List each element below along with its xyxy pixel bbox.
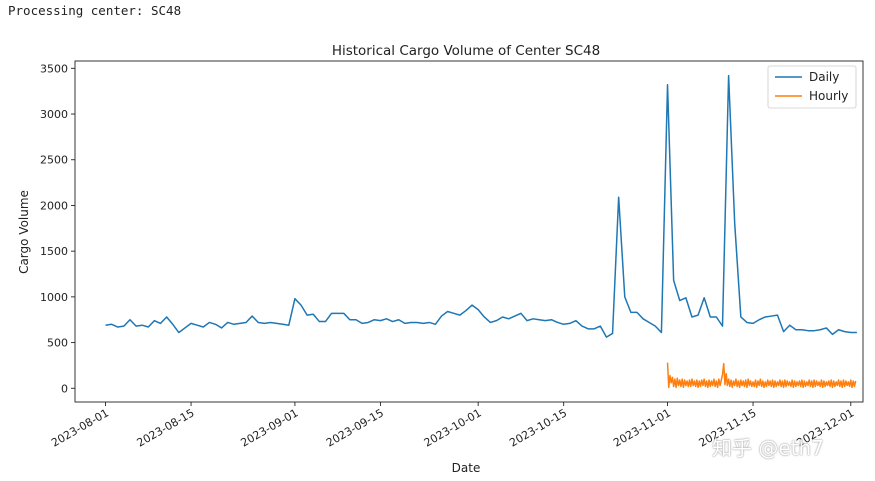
series-layer bbox=[105, 74, 857, 389]
x-tick-label: 2023-10-01 bbox=[422, 406, 484, 449]
y-axis-label: Cargo Volume bbox=[17, 190, 31, 274]
legend-hourly-label: Hourly bbox=[809, 89, 848, 103]
y-tick-label: 1000 bbox=[40, 291, 68, 304]
series-line-daily bbox=[105, 74, 857, 338]
legend-daily-label: Daily bbox=[809, 70, 839, 84]
x-tick-label: 2023-08-15 bbox=[135, 406, 197, 449]
legend: Daily Hourly bbox=[767, 65, 857, 109]
x-tick-label: 2023-11-01 bbox=[611, 406, 673, 449]
y-tick-label: 3000 bbox=[40, 108, 68, 121]
x-tick-label: 2023-09-15 bbox=[324, 406, 386, 449]
series-line-hourly bbox=[666, 362, 857, 389]
y-tick-label: 0 bbox=[61, 382, 68, 395]
y-axis: 0 500 1000 1500 2000 2500 3000 3500 bbox=[40, 62, 75, 395]
x-tick-label: 2023-08-01 bbox=[49, 406, 111, 449]
y-tick-label: 2500 bbox=[40, 154, 68, 167]
y-tick-label: 2000 bbox=[40, 199, 68, 212]
plot-area-frame bbox=[74, 60, 864, 403]
x-axis-label: Date bbox=[452, 461, 481, 475]
processing-center-line: Processing center: SC48 bbox=[8, 3, 182, 18]
watermark: 知乎 @eth7 bbox=[712, 436, 824, 460]
y-tick-label: 500 bbox=[47, 337, 68, 350]
x-tick-label: 2023-09-01 bbox=[239, 406, 301, 449]
y-tick-label: 3500 bbox=[40, 62, 68, 75]
chart-title: Historical Cargo Volume of Center SC48 bbox=[332, 43, 600, 59]
x-tick-label: 2023-10-15 bbox=[507, 406, 569, 449]
y-tick-label: 1500 bbox=[40, 245, 68, 258]
